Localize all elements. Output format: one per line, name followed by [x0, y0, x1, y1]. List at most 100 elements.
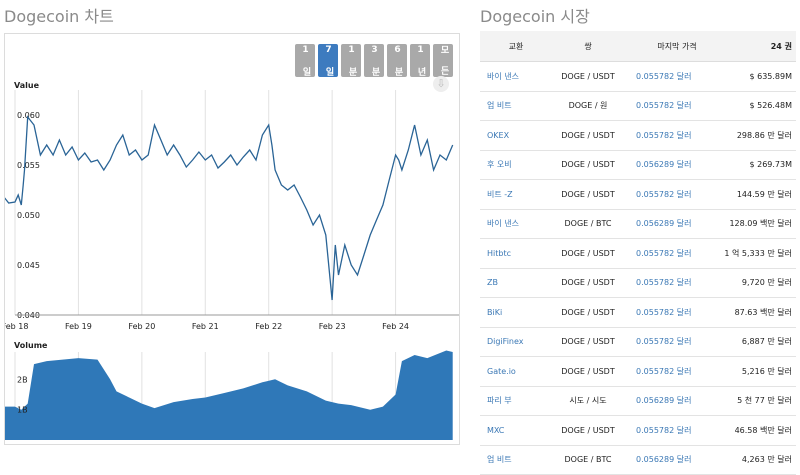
price-link[interactable]: 0.055782 달러: [630, 91, 719, 121]
exchange-link[interactable]: ZB: [480, 268, 546, 298]
exchange-link[interactable]: 업 비트: [480, 91, 546, 121]
volume-cell: $ 269.73M: [719, 150, 796, 180]
pair-cell: DOGE / USDT: [546, 327, 630, 357]
x-tick-label: Feb 19: [65, 322, 92, 331]
range-button-1y[interactable]: 1 년: [410, 44, 430, 77]
exchange-link[interactable]: 비트 -Z: [480, 179, 546, 210]
volume-cell: $ 526.48M: [719, 91, 796, 121]
x-tick-label: Feb 18: [5, 322, 28, 331]
price-link[interactable]: 0.055782 달러: [630, 327, 719, 357]
pair-cell: 시도 / 시도: [546, 386, 630, 416]
y-tick-label: 0.050: [17, 211, 40, 220]
price-link[interactable]: 0.056289 달러: [630, 386, 719, 416]
table-row: MXC DOGE / USDT 0.055782 달러 46.58 백만 달러: [480, 415, 796, 446]
y-tick-label: 0.045: [17, 261, 40, 270]
exchange-link[interactable]: Gate.io: [480, 356, 546, 387]
table-row: Gate.io DOGE / USDT 0.055782 달러 5,216 만 달러: [480, 356, 796, 387]
price-link[interactable]: 0.055782 달러: [630, 238, 719, 269]
x-tick-label: Feb 20: [128, 322, 155, 331]
table-row: BiKi DOGE / USDT 0.055782 달러 87.63 백만 달러: [480, 297, 796, 328]
header-last-price[interactable]: 마지막 가격: [630, 31, 719, 62]
header-pair[interactable]: 쌍: [546, 31, 630, 62]
volume-cell: $ 635.89M: [719, 61, 796, 92]
x-tick-label: Feb 23: [319, 322, 346, 331]
exchange-link[interactable]: 업 비트: [480, 445, 546, 475]
market-table-header: 교환 쌍 마지막 가격 24 권: [480, 31, 796, 62]
volume-cell: 298.86 만 달러: [719, 120, 796, 151]
price-chart-container: 1 일 7 일 1 분 3 분 6 분 1 년 모 든 ⇩ Value Volu…: [4, 33, 460, 445]
exchange-link[interactable]: Hitbtc: [480, 238, 546, 269]
exchange-link[interactable]: 후 오비: [480, 150, 546, 180]
price-series-line: [5, 115, 454, 301]
volume-axis-title: Volume: [14, 341, 48, 350]
pair-cell: DOGE / 원: [546, 91, 630, 121]
table-row: Hitbtc DOGE / USDT 0.055782 달러 1 억 5,333 만 …: [480, 238, 796, 269]
pair-cell: DOGE / USDT: [546, 297, 630, 328]
pair-cell: DOGE / USDT: [546, 150, 630, 180]
exchange-link[interactable]: MXC: [480, 415, 546, 446]
pair-cell: DOGE / USDT: [546, 120, 630, 151]
pair-cell: DOGE / USDT: [546, 61, 630, 92]
volume-cell: 46.58 백만 달러: [719, 415, 796, 446]
exchange-link[interactable]: 바이 낸스: [480, 209, 546, 239]
price-link[interactable]: 0.055782 달러: [630, 415, 719, 446]
range-button-3m[interactable]: 3 분: [364, 44, 384, 77]
table-row: 바이 낸스 DOGE / USDT 0.055782 달러 $ 635.89M: [480, 61, 796, 92]
table-row: ZB DOGE / USDT 0.055782 달러 9,720 만 달러: [480, 268, 796, 298]
volume-tick-label: 2B: [17, 375, 28, 384]
range-button-7d[interactable]: 7 일: [318, 44, 338, 77]
value-axis-title: Value: [14, 81, 40, 90]
header-volume[interactable]: 24 권: [719, 31, 796, 62]
volume-cell: 87.63 백만 달러: [719, 297, 796, 328]
price-link[interactable]: 0.056289 달러: [630, 150, 719, 180]
price-link[interactable]: 0.055782 달러: [630, 179, 719, 210]
table-row: 파리 부 시도 / 시도 0.056289 달러 5 천 77 만 달러: [480, 386, 796, 416]
table-row: 업 비트 DOGE / BTC 0.056289 달러 4,263 만 달러: [480, 445, 796, 475]
pair-cell: DOGE / USDT: [546, 179, 630, 210]
price-link[interactable]: 0.055782 달러: [630, 268, 719, 298]
table-row: 바이 낸스 DOGE / BTC 0.056289 달러 128.09 백만 달러: [480, 209, 796, 239]
x-tick-label: Feb 22: [255, 322, 282, 331]
range-button-6m[interactable]: 6 분: [387, 44, 407, 77]
price-link[interactable]: 0.056289 달러: [630, 209, 719, 239]
y-tick-label: 0.060: [17, 111, 40, 120]
volume-cell: 6,887 만 달러: [719, 327, 796, 357]
pair-cell: DOGE / USDT: [546, 268, 630, 298]
exchange-link[interactable]: DigiFinex: [480, 327, 546, 357]
pair-cell: DOGE / BTC: [546, 209, 630, 239]
price-link[interactable]: 0.055782 달러: [630, 297, 719, 328]
price-link[interactable]: 0.055782 달러: [630, 61, 719, 92]
table-row: 후 오비 DOGE / USDT 0.056289 달러 $ 269.73M: [480, 150, 796, 180]
pair-cell: DOGE / USDT: [546, 238, 630, 269]
volume-area: [5, 350, 453, 440]
range-button-1d[interactable]: 1 일: [295, 44, 315, 77]
pair-cell: DOGE / BTC: [546, 445, 630, 475]
header-exchange[interactable]: 교환: [480, 31, 546, 62]
x-tick-label: Feb 24: [382, 322, 409, 331]
exchange-link[interactable]: BiKi: [480, 297, 546, 328]
range-button-1m[interactable]: 1 분: [341, 44, 361, 77]
pair-cell: DOGE / USDT: [546, 415, 630, 446]
exchange-link[interactable]: 바이 낸스: [480, 61, 546, 92]
chart-panel-title: Dogecoin 차트: [4, 7, 114, 26]
table-row: 비트 -Z DOGE / USDT 0.055782 달러 144.59 만 달러: [480, 179, 796, 210]
volume-cell: 9,720 만 달러: [719, 268, 796, 298]
price-link[interactable]: 0.055782 달러: [630, 120, 719, 151]
volume-cell: 144.59 만 달러: [719, 179, 796, 210]
price-link[interactable]: 0.055782 달러: [630, 356, 719, 387]
volume-tick-label: 1B: [17, 406, 28, 415]
volume-cell: 4,263 만 달러: [719, 445, 796, 475]
exchange-link[interactable]: OKEX: [480, 120, 546, 151]
download-icon[interactable]: ⇩: [433, 76, 449, 92]
volume-cell: 5 천 77 만 달러: [719, 386, 796, 416]
table-row: OKEX DOGE / USDT 0.055782 달러 298.86 만 달러: [480, 120, 796, 151]
market-panel-title: Dogecoin 시장: [480, 7, 590, 26]
volume-cell: 1 억 5,333 만 달러: [719, 238, 796, 269]
table-row: 업 비트 DOGE / 원 0.055782 달러 $ 526.48M: [480, 91, 796, 121]
price-volume-chart: Feb 18 Feb 19 Feb 20 Feb 21 Feb 22 Feb 23 Feb …: [5, 90, 459, 440]
volume-cell: 5,216 만 달러: [719, 356, 796, 387]
table-row: DigiFinex DOGE / USDT 0.055782 달러 6,887 만 달…: [480, 327, 796, 357]
range-button-all[interactable]: 모 든: [433, 44, 453, 77]
price-link[interactable]: 0.056289 달러: [630, 445, 719, 475]
exchange-link[interactable]: 파리 부: [480, 386, 546, 416]
